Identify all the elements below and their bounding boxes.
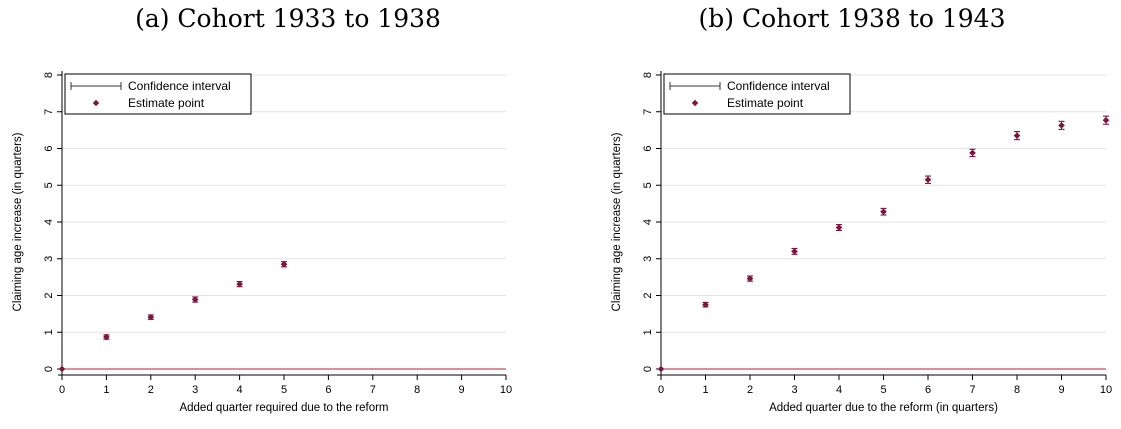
- y-tick-label: 0: [43, 366, 55, 372]
- x-tick-label: 8: [414, 384, 420, 396]
- estimate-point: [280, 260, 288, 268]
- x-tick-label: 9: [459, 384, 465, 396]
- legend-label-ci: Confidence interval: [128, 79, 231, 93]
- y-tick-label: 1: [43, 329, 55, 335]
- x-tick-label: 10: [500, 384, 512, 396]
- y-tick-label: 4: [43, 219, 55, 225]
- estimate-point: [236, 280, 243, 288]
- estimate-point: [58, 365, 66, 373]
- estimate-point: [147, 313, 155, 321]
- legend-point-marker: [92, 99, 100, 107]
- x-tick-label: 0: [59, 384, 65, 396]
- y-tick-label: 7: [43, 109, 55, 115]
- x-tick-label: 3: [192, 384, 198, 396]
- panel-a-title: (a) Cohort 1933 to 1938: [135, 4, 441, 33]
- y-tick-label: 6: [43, 145, 55, 151]
- x-tick-label: 4: [237, 384, 243, 396]
- y-tick-label: 3: [43, 256, 55, 262]
- x-tick-label: 6: [325, 384, 331, 396]
- y-tick-label: 2: [43, 292, 55, 298]
- estimate-point: [191, 296, 199, 303]
- x-axis-label: Added quarter required due to the reform: [179, 402, 388, 414]
- legend-label-point: Estimate point: [128, 96, 205, 110]
- y-tick-label: 5: [43, 182, 55, 188]
- x-tick-label: 1: [103, 384, 109, 396]
- estimate-point: [103, 333, 110, 341]
- x-tick-label: 5: [281, 384, 287, 396]
- x-tick-label: 2: [148, 384, 154, 396]
- panel-b-title: (b) Cohort 1938 to 1943: [698, 4, 1006, 33]
- y-axis-label: Claiming age increase (in quarters): [12, 132, 24, 311]
- legend-box: [64, 73, 252, 115]
- y-tick-label: 8: [43, 72, 55, 78]
- x-tick-label: 7: [370, 384, 376, 396]
